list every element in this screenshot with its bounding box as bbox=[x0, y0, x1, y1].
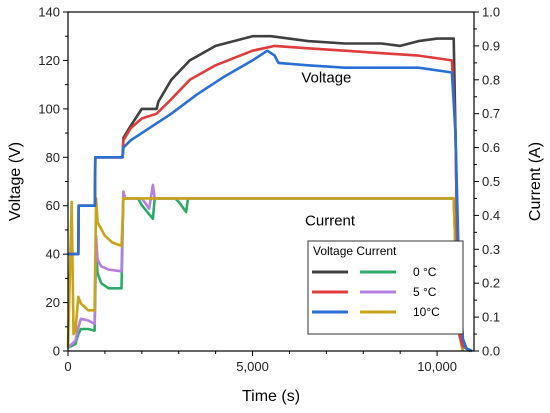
y-right-tick-label: 0.1 bbox=[482, 310, 500, 325]
x-tick-label: 0 bbox=[64, 359, 71, 374]
y-right-tick-label: 0.2 bbox=[482, 276, 500, 291]
y-right-tick-label: 0.8 bbox=[482, 72, 500, 87]
y-right-tick-label: 0.4 bbox=[482, 208, 500, 223]
series-layer bbox=[66, 34, 473, 353]
y-right-tick-label: 0.3 bbox=[482, 242, 500, 257]
legend-box bbox=[307, 240, 464, 335]
y-axis-left-label: Voltage (V) bbox=[7, 142, 24, 221]
legend-swatches bbox=[312, 270, 396, 314]
y-left-tick-label: 100 bbox=[38, 101, 60, 116]
y-right-tick-label: 0.6 bbox=[482, 140, 500, 155]
y-right-tick-label: 0.0 bbox=[482, 344, 500, 359]
series-line-voltage-10c bbox=[68, 49, 473, 353]
y-left-tick-label: 20 bbox=[46, 295, 60, 310]
y-axis-right-label: Current (A) bbox=[527, 142, 544, 221]
annotation-voltage: Voltage bbox=[301, 69, 351, 86]
legend-label-5c: 5 °C bbox=[413, 285, 437, 299]
y-left-tick-label: 0 bbox=[53, 344, 60, 359]
y-left-tick-label: 60 bbox=[46, 198, 60, 213]
y-right-tick-label: 0.9 bbox=[482, 38, 500, 53]
legend: Voltage Current 0 °C 5 °C 10°C bbox=[307, 240, 464, 335]
legend-label-0c: 0 °C bbox=[413, 265, 437, 279]
axes-layer: 0 5,000 10,000 0 20 40 60 80 100 120 140 0.0 0.1 0.2 0… bbox=[38, 5, 500, 375]
annotation-current: Current bbox=[305, 212, 356, 229]
y-right-tick-label: 0.7 bbox=[482, 106, 500, 121]
x-axis-label: Time (s) bbox=[242, 388, 300, 405]
x-tick-label: 10,000 bbox=[417, 359, 457, 374]
series-line-current-10c bbox=[66, 197, 465, 352]
y-left-tick-label: 40 bbox=[46, 247, 60, 262]
y-right-tick-label: 0.5 bbox=[482, 174, 500, 189]
x-tick-label: 5,000 bbox=[236, 359, 269, 374]
legend-label-10c: 10°C bbox=[413, 305, 440, 319]
y-left-tick-label: 140 bbox=[38, 5, 60, 20]
y-left-tick-label: 120 bbox=[38, 53, 60, 68]
y-right-tick-label: 1.0 bbox=[482, 5, 500, 20]
legend-title: Voltage Current bbox=[313, 244, 397, 258]
y-left-tick-label: 80 bbox=[46, 150, 60, 165]
